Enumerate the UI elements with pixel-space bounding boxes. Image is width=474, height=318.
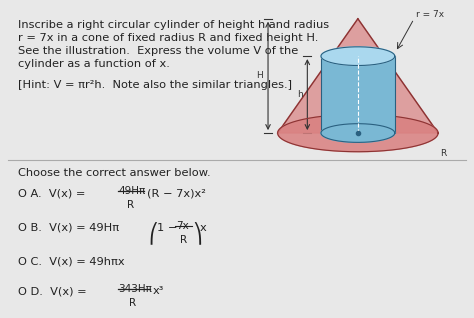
Text: Inscribe a right circular cylinder of height h and radius: Inscribe a right circular cylinder of he…	[18, 20, 329, 30]
Text: r = 7x: r = 7x	[416, 10, 444, 19]
Polygon shape	[321, 124, 395, 142]
Text: 343Hπ: 343Hπ	[118, 284, 152, 294]
Text: R: R	[129, 298, 136, 308]
Text: H: H	[256, 72, 263, 80]
Text: h: h	[298, 90, 303, 99]
Polygon shape	[321, 56, 395, 133]
Text: O D.  V(x) =: O D. V(x) =	[18, 286, 87, 296]
Text: (R − 7x)x²: (R − 7x)x²	[147, 188, 206, 198]
Text: Choose the correct answer below.: Choose the correct answer below.	[18, 168, 210, 178]
Text: x: x	[200, 223, 207, 233]
Polygon shape	[321, 47, 395, 66]
Polygon shape	[278, 114, 438, 152]
Text: 49Hπ: 49Hπ	[118, 186, 145, 196]
Text: x³: x³	[153, 286, 164, 296]
Text: ⎛: ⎛	[148, 222, 158, 245]
Text: r = 7x in a cone of fixed radius R and fixed height H.: r = 7x in a cone of fixed radius R and f…	[18, 33, 319, 43]
Text: 7x: 7x	[176, 221, 189, 231]
Text: 1 −: 1 −	[157, 223, 177, 233]
Text: cylinder as a function of x.: cylinder as a function of x.	[18, 59, 170, 69]
Text: R: R	[127, 200, 134, 210]
Text: O B.  V(x) = 49Hπ: O B. V(x) = 49Hπ	[18, 223, 119, 233]
Text: O A.  V(x) =: O A. V(x) =	[18, 188, 85, 198]
Polygon shape	[278, 19, 438, 133]
Text: [Hint: V = πr²h.  Note also the similar triangles.]: [Hint: V = πr²h. Note also the similar t…	[18, 80, 292, 90]
Text: O C.  V(x) = 49hπx: O C. V(x) = 49hπx	[18, 256, 125, 266]
Text: See the illustration.  Express the volume V of the: See the illustration. Express the volume…	[18, 46, 298, 56]
Text: R: R	[180, 235, 187, 245]
Text: ⎞: ⎞	[192, 222, 202, 245]
Text: R: R	[440, 149, 446, 158]
